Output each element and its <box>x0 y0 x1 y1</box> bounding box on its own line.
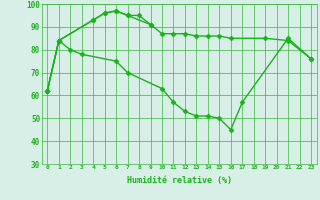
X-axis label: Humidité relative (%): Humidité relative (%) <box>127 176 232 185</box>
